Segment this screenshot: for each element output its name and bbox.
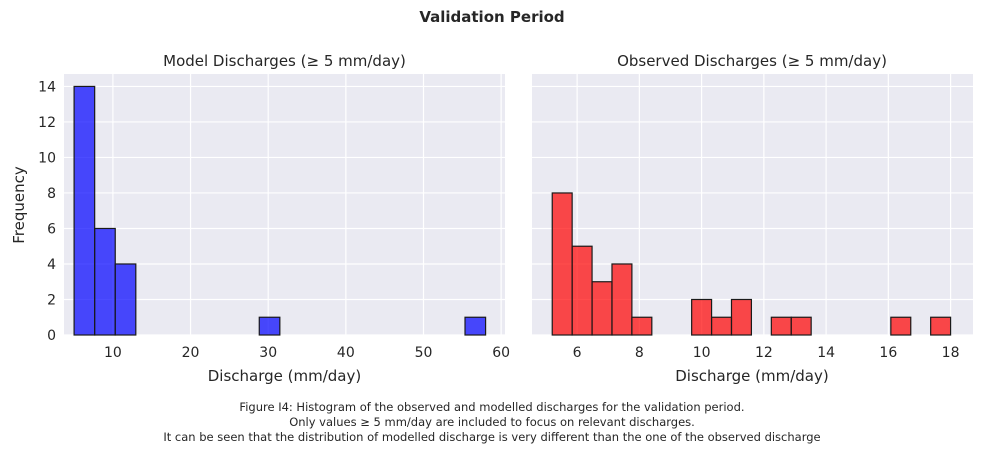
model-x-tick-label: 10 xyxy=(104,345,122,361)
model-y-tick-label: 0 xyxy=(47,328,56,344)
model-y-tick-label: 2 xyxy=(47,292,56,308)
model-y-ticks: 0 2 4 6 8 10 12 14 xyxy=(38,79,56,344)
model-histogram-bar xyxy=(94,227,116,336)
model-y-tick-label: 12 xyxy=(38,115,56,131)
observed-x-tick-label: 6 xyxy=(573,345,582,361)
observed-panel-title: Observed Discharges (≥ 5 mm/day) xyxy=(617,52,887,70)
observed-histogram-bar xyxy=(770,316,792,336)
model-y-tick-label: 14 xyxy=(38,79,56,95)
model-histogram-bar xyxy=(114,263,137,336)
figure-suptitle: Validation Period xyxy=(419,8,564,26)
observed-histogram-bar xyxy=(930,316,952,336)
model-y-tick-label: 4 xyxy=(47,257,56,273)
caption-line-1: Figure I4: Histogram of the observed and… xyxy=(239,400,745,414)
model-y-tick-label: 8 xyxy=(47,186,56,202)
y-axis-label: Frequency xyxy=(10,166,28,244)
model-histogram-bar xyxy=(73,85,96,336)
observed-histogram-bar xyxy=(710,316,733,336)
model-x-tick-label: 50 xyxy=(415,345,433,361)
model-histogram-panel: Model Discharges (≥ 5 mm/day) 10 20 30 40 50… xyxy=(10,52,510,385)
model-bars xyxy=(73,85,487,336)
model-histogram-bar xyxy=(258,316,281,336)
observed-x-tick-label: 8 xyxy=(635,345,644,361)
observed-x-ticks: 6 8 10 12 14 16 18 xyxy=(573,345,960,361)
model-x-tick-label: 30 xyxy=(259,345,277,361)
model-panel-title: Model Discharges (≥ 5 mm/day) xyxy=(163,52,406,70)
observed-histogram-bar xyxy=(730,298,753,336)
observed-bars xyxy=(551,192,952,336)
observed-grid xyxy=(532,74,973,336)
caption-line-3: It can be seen that the distribution of … xyxy=(163,430,821,444)
model-x-tick-label: 40 xyxy=(337,345,355,361)
observed-histogram-bar xyxy=(631,316,653,336)
model-histogram-bar xyxy=(464,316,487,336)
observed-histogram-panel: Observed Discharges (≥ 5 mm/day) 6 8 10 12 1… xyxy=(532,52,973,385)
model-x-tick-label: 20 xyxy=(182,345,200,361)
observed-x-tick-label: 14 xyxy=(817,345,835,361)
observed-histogram-bar xyxy=(691,298,713,336)
observed-histogram-bar xyxy=(571,245,593,336)
observed-histogram-bar xyxy=(611,263,633,336)
observed-x-tick-label: 12 xyxy=(755,345,773,361)
observed-x-tick-label: 18 xyxy=(942,345,960,361)
model-x-ticks: 10 20 30 40 50 60 xyxy=(104,345,510,361)
model-y-tick-label: 10 xyxy=(38,150,56,166)
model-y-tick-label: 6 xyxy=(47,221,56,237)
model-x-axis-label: Discharge (mm/day) xyxy=(208,367,361,385)
observed-histogram-bar xyxy=(890,316,912,336)
caption-line-2: Only values ≥ 5 mm/day are included to f… xyxy=(289,415,695,429)
observed-histogram-bar xyxy=(591,281,613,336)
figure: Validation Period Model Discharges (≥ 5 … xyxy=(10,8,973,385)
model-grid xyxy=(64,74,505,336)
observed-x-axis-label: Discharge (mm/day) xyxy=(675,367,828,385)
model-x-tick-label: 60 xyxy=(492,345,510,361)
model-plot-area xyxy=(64,74,505,335)
observed-x-tick-label: 16 xyxy=(879,345,897,361)
observed-histogram-bar xyxy=(551,192,573,336)
observed-x-tick-label: 10 xyxy=(693,345,711,361)
observed-histogram-bar xyxy=(790,316,812,336)
figure-caption: Figure I4: Histogram of the observed and… xyxy=(0,400,984,445)
